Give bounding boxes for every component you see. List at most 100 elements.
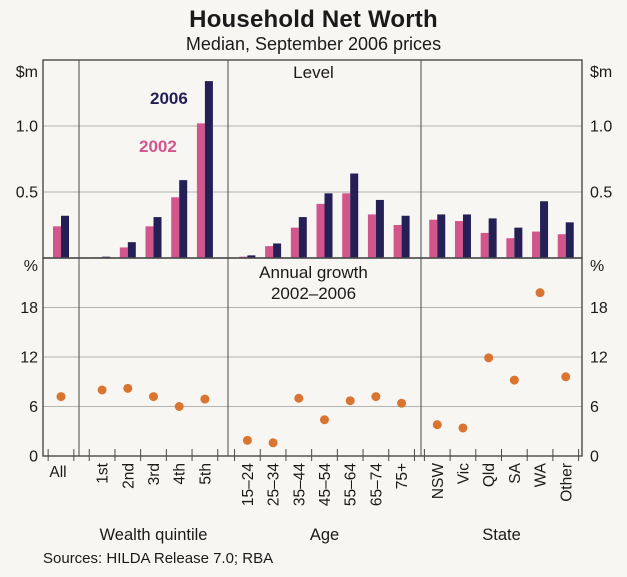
x-category-label: 2nd <box>120 463 137 489</box>
level-bar-2002 <box>480 232 489 258</box>
x-category-label: 75+ <box>394 463 411 489</box>
sources-note: Sources: HILDA Release 7.0; RBA <box>43 550 274 567</box>
level-bar-2006 <box>540 201 549 258</box>
x-category-label: 55–64 <box>343 463 360 506</box>
level-bar-2006 <box>565 222 574 258</box>
level-bar-2006 <box>298 217 307 258</box>
panel-caption-level: Level <box>293 63 334 82</box>
x-group-label: Wealth quintile <box>100 526 208 544</box>
y-axis-tick-label: 6 <box>590 399 599 416</box>
series-label-2006: 2006 <box>150 89 188 108</box>
x-category-label: Qld <box>481 463 498 487</box>
level-bar-2006 <box>488 218 497 258</box>
x-category-label: SA <box>507 462 524 483</box>
growth-dot <box>432 420 442 430</box>
x-category-label: 3rd <box>146 463 163 485</box>
panel-caption-growth-line2: 2002–2006 <box>270 284 357 303</box>
y-axis-tick-label: 6 <box>29 399 38 416</box>
level-bar-2006 <box>247 255 256 258</box>
level-bar-2006 <box>61 215 69 258</box>
level-bar-2002 <box>53 226 61 258</box>
level-bar-2006 <box>153 217 162 258</box>
level-bar-2002 <box>171 197 180 258</box>
growth-dot <box>294 393 304 403</box>
level-bar-2002 <box>290 227 299 258</box>
level-bar-2002 <box>119 247 128 258</box>
growth-dot <box>123 383 133 393</box>
x-category-label: 5th <box>197 463 214 485</box>
level-bar-2006 <box>514 227 523 258</box>
chart-subtitle: Median, September 2006 prices <box>185 34 442 54</box>
x-group-label: State <box>482 526 521 544</box>
x-category-label: 4th <box>172 463 189 485</box>
x-category-label: All <box>49 464 66 481</box>
level-bar-2002 <box>265 246 274 258</box>
y-axis-tick-label: 1.0 <box>590 119 612 136</box>
growth-dot <box>242 435 252 445</box>
x-group-label: Age <box>310 526 339 544</box>
level-bar-2002 <box>454 221 463 258</box>
growth-dot <box>561 372 571 382</box>
x-category-label: Vic <box>455 463 472 485</box>
growth-dot <box>397 398 407 408</box>
level-bar-2006 <box>462 214 471 258</box>
y-axis-unit-label: $m <box>590 64 612 81</box>
y-axis-tick-label: 1.0 <box>16 119 38 136</box>
level-bar-2006 <box>127 242 136 258</box>
growth-dot <box>200 394 210 404</box>
x-category-label: 25–34 <box>266 463 283 506</box>
growth-dot <box>149 392 158 402</box>
level-bar-2002 <box>532 231 541 258</box>
x-category-label: NSW <box>430 463 447 500</box>
growth-dot <box>56 392 66 402</box>
growth-dot <box>345 396 355 406</box>
panel-caption-growth-line1: Annual growth <box>259 263 368 282</box>
y-axis-tick-label: 18 <box>590 300 608 317</box>
y-axis-tick-label: 0.5 <box>16 185 38 202</box>
level-bar-2006 <box>375 199 384 258</box>
level-bar-2006 <box>437 214 446 258</box>
level-bar-2006 <box>350 173 359 258</box>
series-label-2002: 2002 <box>139 137 177 156</box>
growth-dot <box>535 288 545 298</box>
growth-panel-frame <box>42 257 583 457</box>
y-axis-unit-label: % <box>590 258 604 275</box>
growth-dot <box>320 415 329 425</box>
x-category-label: Other <box>558 463 575 502</box>
level-bar-2002 <box>557 234 566 258</box>
level-bar-2006 <box>324 193 333 258</box>
x-category-label: 1st <box>95 462 112 483</box>
y-axis-tick-label: 0 <box>29 449 38 466</box>
y-axis-unit-label: % <box>24 258 38 275</box>
x-category-label: 15–24 <box>240 463 257 506</box>
level-bar-2002 <box>429 219 438 258</box>
growth-dot <box>174 402 184 411</box>
level-bar-2002 <box>196 123 205 258</box>
level-bar-2002 <box>316 203 325 258</box>
growth-dot <box>458 423 468 433</box>
growth-dot <box>509 375 519 385</box>
level-bar-2002 <box>145 226 154 258</box>
level-bar-2002 <box>367 214 376 258</box>
x-category-label: WA <box>533 462 550 487</box>
y-axis-unit-label: $m <box>16 64 38 81</box>
level-bar-2002 <box>342 193 351 258</box>
growth-dot <box>371 392 381 402</box>
level-bar-2006 <box>204 81 213 259</box>
level-bar-2006 <box>273 243 282 258</box>
x-category-label: 65–74 <box>368 463 385 506</box>
x-category-label: 35–44 <box>291 463 308 506</box>
chart-title: Household Net Worth <box>189 6 438 33</box>
growth-dot <box>97 385 107 395</box>
x-category-label: 45–54 <box>317 463 334 506</box>
level-bar-2002 <box>393 225 402 258</box>
level-bar-2006 <box>179 180 188 258</box>
y-axis-tick-label: 0.5 <box>590 185 612 202</box>
growth-dot <box>484 353 494 363</box>
level-panel-frame <box>42 59 583 259</box>
y-axis-tick-label: 18 <box>20 300 38 317</box>
y-axis-tick-label: 12 <box>20 350 38 367</box>
level-bar-2002 <box>506 238 515 258</box>
